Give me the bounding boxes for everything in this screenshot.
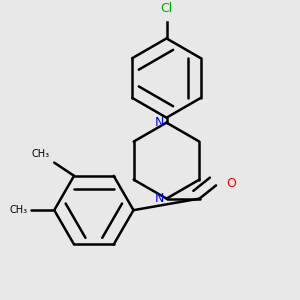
- Text: CH₃: CH₃: [31, 149, 49, 159]
- Text: N: N: [155, 116, 165, 129]
- Text: CH₃: CH₃: [10, 205, 28, 215]
- Text: Cl: Cl: [160, 2, 172, 15]
- Text: O: O: [226, 177, 236, 190]
- Text: N: N: [155, 192, 165, 205]
